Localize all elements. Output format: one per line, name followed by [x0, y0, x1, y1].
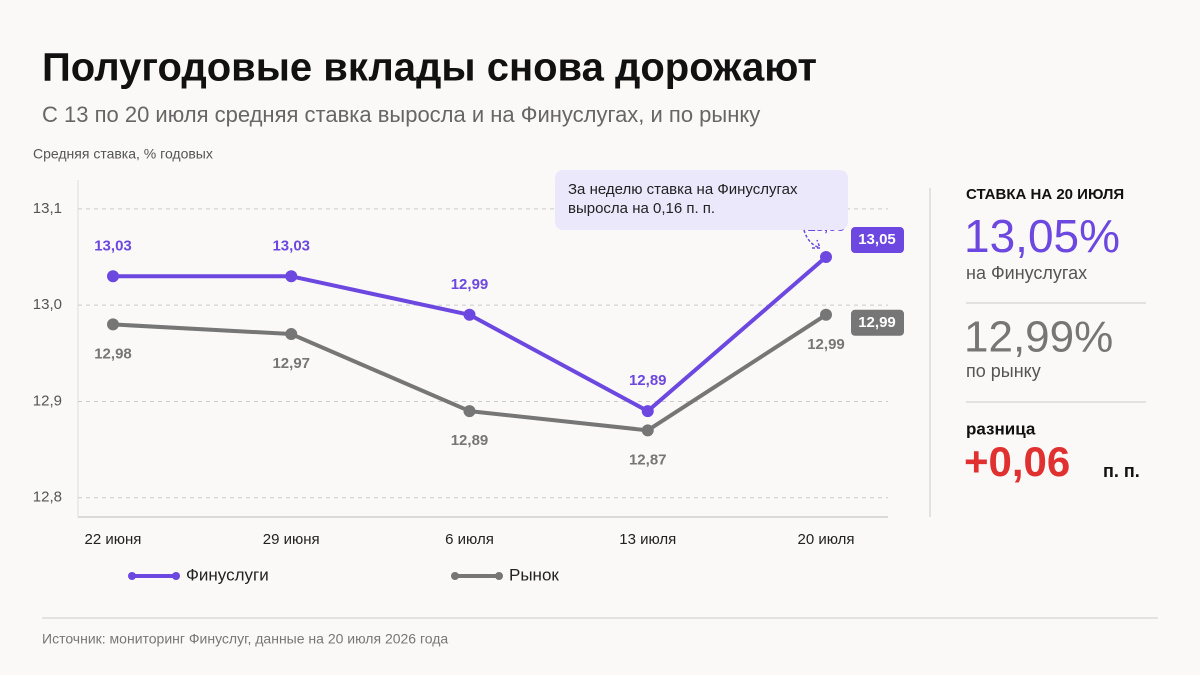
finuslugi-rate: 13,05% — [964, 210, 1120, 262]
data-label: 13,03 — [94, 237, 132, 254]
legend-dot — [495, 572, 503, 580]
x-tick-label: 13 июля — [619, 531, 676, 548]
x-tick-label: 29 июня — [263, 531, 320, 548]
end-badge-label: 12,99 — [858, 314, 896, 331]
panel-heading: СТАВКА НА 20 ИЮЛЯ — [966, 186, 1124, 203]
data-point — [107, 270, 119, 283]
end-badge-label: 13,05 — [858, 231, 896, 248]
data-label: 13,03 — [272, 237, 310, 254]
diff-caption: разница — [966, 419, 1036, 438]
chart-title: Полугодовые вклады снова дорожают — [42, 46, 817, 90]
annotation-text: выросла на 0,16 п. п. — [568, 200, 715, 217]
data-point — [820, 308, 832, 321]
y-tick-label: 12,9 — [33, 392, 62, 409]
data-point — [285, 328, 298, 341]
data-point — [285, 270, 298, 283]
data-label: 12,98 — [94, 345, 132, 362]
legend-dot — [128, 572, 136, 580]
market-rate: 12,99% — [964, 313, 1113, 362]
x-tick-label: 22 июня — [85, 531, 142, 548]
annotation-arrow — [803, 229, 822, 249]
x-tick-label: 20 июля — [797, 531, 854, 548]
y-axis-label: Средняя ставка, % годовых — [33, 146, 213, 162]
diff-value: +0,06 — [964, 438, 1070, 485]
annotation-text: За неделю ставка на Финуслугах — [568, 181, 798, 198]
data-label: 12,99 — [807, 336, 845, 353]
legend-dot — [451, 572, 459, 580]
y-tick-label: 13,1 — [33, 200, 62, 217]
y-tick-label: 13,0 — [33, 296, 62, 313]
data-point — [463, 405, 476, 418]
end-badge — [851, 227, 904, 254]
data-point — [107, 318, 119, 331]
annotation-box — [555, 170, 848, 230]
end-badge — [851, 309, 904, 336]
data-label: 12,99 — [451, 276, 489, 293]
x-tick-label: 6 июля — [445, 531, 494, 548]
chart-subtitle: С 13 по 20 июля средняя ставка выросла и… — [42, 102, 760, 127]
legend-label: Рынок — [509, 565, 559, 584]
data-point — [641, 424, 654, 437]
source-note: Источник: мониторинг Финуслуг, данные на… — [42, 631, 448, 647]
data-label: 12,89 — [629, 372, 667, 389]
market-caption: по рынку — [966, 361, 1041, 381]
data-label: 12,89 — [451, 432, 489, 449]
data-point — [820, 251, 832, 264]
y-tick-label: 12,8 — [33, 489, 62, 506]
data-label: 12,97 — [272, 355, 310, 372]
data-label: 12,87 — [629, 451, 667, 468]
data-point — [463, 308, 476, 321]
finuslugi-caption: на Финуслугах — [966, 263, 1087, 283]
data-point — [641, 405, 654, 418]
legend-label: Финуслуги — [186, 565, 269, 584]
diff-unit: п. п. — [1103, 461, 1140, 481]
legend-dot — [172, 572, 180, 580]
